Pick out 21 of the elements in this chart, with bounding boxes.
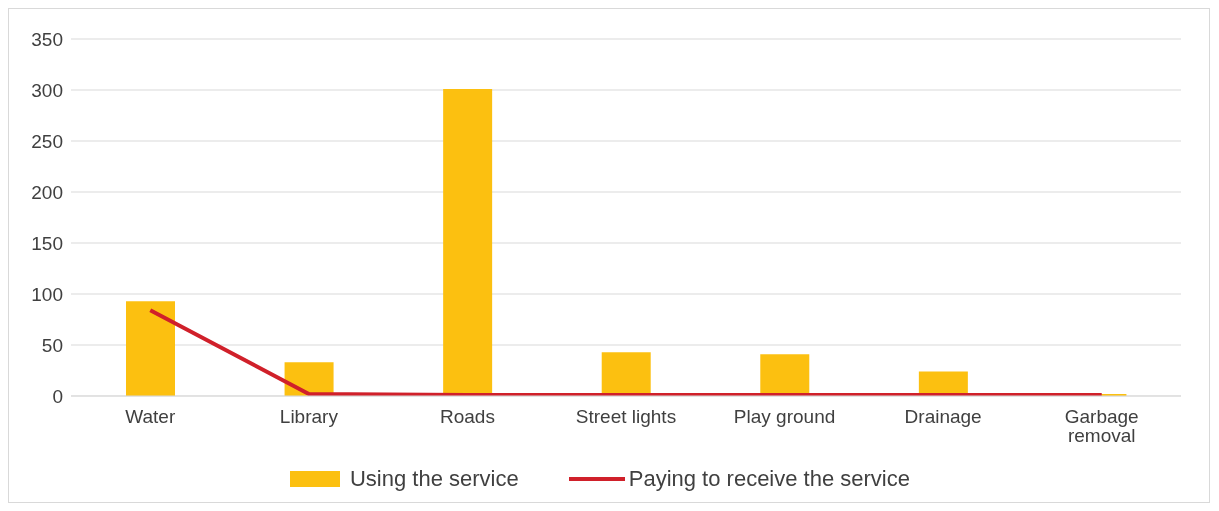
y-tick-label: 250 [31,130,63,152]
y-tick-label: 0 [52,385,63,407]
y-tick-label: 150 [31,232,63,254]
y-tick-label: 300 [31,79,63,101]
y-tick-label: 100 [31,283,63,305]
legend-label: Paying to receive the service [628,466,910,492]
x-tick-label: Garbage removal [1064,406,1139,447]
x-tick-label: Street lights [575,406,677,428]
x-tick-label: Drainage [904,406,982,428]
x-tick-label: Roads [439,406,495,428]
bar [126,301,175,396]
x-tick-label: Water [125,406,176,428]
x-tick-label: Library [279,406,339,428]
x-tick-label: Play ground [733,406,836,428]
y-tick-label: 50 [41,334,63,356]
bar [601,352,651,396]
y-tick-label: 200 [31,181,63,203]
y-tick-label: 350 [31,28,63,50]
bar [443,88,493,396]
bar [760,354,810,396]
legend-label: Using the service [349,466,519,492]
